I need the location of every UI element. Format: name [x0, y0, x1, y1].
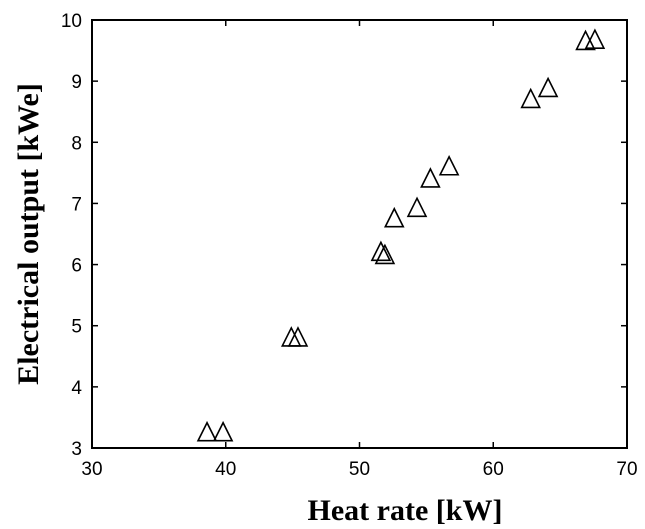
y-tick-label: 8 — [71, 133, 82, 154]
x-axis-title: Heat rate [kW] — [308, 494, 503, 527]
data-point-triangle — [420, 167, 441, 188]
data-point-triangle — [370, 240, 392, 262]
x-tick-label: 50 — [349, 459, 370, 480]
axis-ticks — [91, 19, 628, 449]
data-point-triangle — [383, 206, 405, 228]
data-point-triangle — [374, 243, 396, 265]
data-point-triangle — [438, 154, 460, 176]
y-tick-label: 7 — [71, 194, 82, 215]
data-point-triangle — [537, 76, 559, 98]
x-tick-label: 40 — [215, 459, 236, 480]
data-point-triangle — [520, 87, 541, 109]
y-tick-label: 6 — [71, 256, 82, 277]
tick-labels: 30 40 50 60 70 3 4 5 6 7 8 9 10 — [61, 11, 638, 480]
data-points — [196, 28, 606, 442]
y-tick-label: 5 — [71, 317, 82, 338]
data-point-triangle — [212, 420, 234, 442]
x-tick-label: 30 — [81, 459, 102, 480]
data-point-triangle — [575, 29, 596, 51]
y-tick-label: 9 — [71, 72, 82, 93]
x-tick-label: 70 — [616, 459, 637, 480]
data-point-triangle — [196, 420, 218, 442]
data-point-triangle — [584, 28, 606, 49]
y-axis-title: Electrical output [kWe] — [12, 83, 45, 385]
y-tick-label: 10 — [61, 11, 82, 32]
y-tick-label: 4 — [71, 378, 82, 399]
plot-frame — [91, 19, 628, 449]
data-point-triangle — [406, 196, 428, 218]
y-tick-label: 3 — [71, 439, 82, 460]
data-point-triangle — [287, 326, 309, 347]
data-point-triangle — [280, 326, 302, 347]
x-tick-label: 60 — [483, 459, 504, 480]
